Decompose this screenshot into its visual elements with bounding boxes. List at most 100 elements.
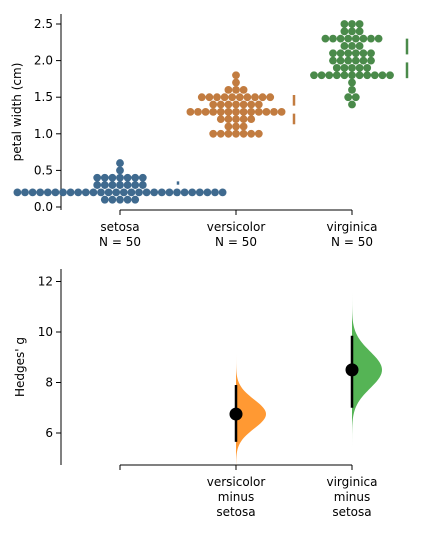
- swarm-point: [232, 100, 240, 109]
- swarm-point: [232, 129, 240, 138]
- swarm-point: [108, 181, 117, 189]
- swarm-point: [355, 71, 364, 80]
- swarm-point: [100, 173, 109, 182]
- effect-point: [345, 363, 359, 377]
- swarm-point: [254, 100, 263, 109]
- effect-y-tick-label: 6: [45, 426, 53, 440]
- swarm-point: [262, 107, 271, 116]
- effect-category-label-line: versicolor: [207, 475, 266, 489]
- effect-y-ticks: 6 8 10 12: [38, 275, 61, 440]
- swarm-point: [344, 49, 353, 58]
- effect-category-label-line: setosa: [216, 505, 255, 519]
- swarm-point: [224, 85, 233, 94]
- swarm-point: [355, 27, 364, 36]
- effect-y-tick-label: 12: [38, 275, 53, 289]
- swarm-y-tick-label: 1.5: [34, 90, 53, 104]
- swarm-point: [348, 78, 356, 87]
- swarm-point: [348, 85, 356, 94]
- swarm-point: [43, 188, 52, 197]
- swarm-point: [336, 49, 345, 58]
- swarm-point: [370, 71, 379, 80]
- swarm-point: [209, 129, 218, 138]
- swarm-point: [247, 107, 256, 116]
- swarm-point: [367, 56, 375, 65]
- swarm-category-count: N = 50: [99, 235, 141, 249]
- swarm-point: [351, 49, 360, 58]
- swarm-point: [194, 107, 202, 116]
- swarm-point: [104, 188, 113, 197]
- swarm-category-count: N = 50: [331, 235, 373, 249]
- swarm-point: [216, 129, 225, 138]
- swarm-point: [93, 173, 102, 182]
- swarm-point: [367, 49, 375, 58]
- effect-y-axis-label: Hedges' g: [13, 337, 27, 397]
- swarm-point: [211, 188, 219, 197]
- swarm-y-ticks: 0.0 0.5 1.0 1.5 2.0 2.5: [34, 17, 61, 214]
- swarm-point: [232, 107, 240, 116]
- swarm-point: [317, 71, 326, 80]
- effect-distribution: [352, 292, 382, 447]
- swarm-point: [329, 49, 337, 58]
- swarm-point: [239, 107, 248, 116]
- swarm-point: [310, 71, 318, 80]
- swarm-point: [239, 115, 248, 124]
- swarm-point: [116, 166, 124, 175]
- swarm-point: [108, 195, 117, 204]
- swarm-point: [325, 71, 334, 80]
- swarm-point: [123, 173, 132, 182]
- swarm-point: [344, 34, 353, 43]
- swarm-point: [119, 188, 128, 197]
- swarm-point: [340, 71, 349, 80]
- swarm-point: [359, 56, 368, 65]
- swarm-point: [232, 85, 240, 94]
- swarm-point: [266, 93, 275, 102]
- swarm-point: [336, 34, 345, 43]
- swarm-point: [254, 107, 263, 116]
- swarm-y-tick-label: 2.5: [34, 17, 53, 31]
- swarm-point: [329, 56, 337, 65]
- swarm-point: [224, 107, 233, 116]
- swarm-point: [344, 93, 353, 102]
- swarm-point: [332, 64, 341, 72]
- swarm-point: [197, 93, 206, 102]
- swarm-point: [209, 100, 218, 109]
- swarm-point: [348, 64, 356, 72]
- swarm-point: [135, 188, 143, 197]
- swarm-y-tick-label: 0.5: [34, 163, 53, 177]
- swarm-point: [258, 93, 267, 102]
- swarm-point: [127, 188, 136, 197]
- effect-category-label-line: minus: [218, 490, 255, 504]
- swarm-point: [329, 34, 337, 43]
- swarm-point: [344, 56, 353, 65]
- swarm-point: [232, 71, 240, 80]
- swarm-category-label: virginica: [327, 220, 378, 234]
- swarm-point: [332, 71, 341, 80]
- effect-category-label-line: virginica: [327, 475, 378, 489]
- swarm-point: [374, 34, 383, 43]
- swarm-point: [277, 107, 286, 116]
- swarm-y-tick-label: 1.0: [34, 127, 53, 141]
- swarm-point: [351, 56, 360, 65]
- swarm-point: [89, 188, 98, 197]
- swarm-point: [100, 195, 109, 204]
- swarm-point: [348, 100, 356, 109]
- swarm-category-count: N = 50: [215, 235, 257, 249]
- swarm-points: [13, 20, 394, 204]
- swarm-y-tick-label: 0.0: [34, 200, 53, 214]
- swarm-point: [216, 107, 225, 116]
- swarm-point: [232, 78, 240, 87]
- swarm-point: [28, 188, 37, 197]
- swarm-point: [355, 64, 364, 72]
- swarm-point: [348, 42, 356, 50]
- swarm-point: [59, 188, 67, 197]
- swarm-point: [340, 20, 349, 28]
- effect-x-ticks: versicolorminussetosavirginicaminussetos…: [119, 465, 378, 519]
- swarm-point: [216, 100, 225, 109]
- swarm-point: [386, 71, 394, 80]
- swarm-point: [97, 188, 105, 197]
- swarm-point: [270, 107, 278, 116]
- swarm-point: [116, 173, 124, 182]
- swarm-point: [247, 100, 256, 109]
- swarm-point: [340, 42, 349, 50]
